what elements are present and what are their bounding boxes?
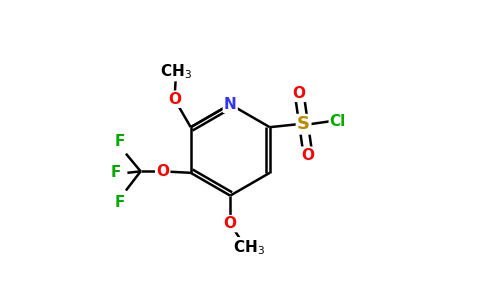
Text: CH$_3$: CH$_3$ <box>160 62 192 81</box>
Text: O: O <box>156 164 169 179</box>
Text: F: F <box>110 165 121 180</box>
Text: O: O <box>293 86 306 101</box>
Text: CH$_3$: CH$_3$ <box>233 238 265 256</box>
Text: F: F <box>115 134 125 149</box>
Text: Cl: Cl <box>329 114 346 129</box>
Text: O: O <box>302 148 315 163</box>
Text: O: O <box>168 92 181 107</box>
Text: F: F <box>115 195 125 210</box>
Text: N: N <box>224 97 237 112</box>
Text: S: S <box>297 115 310 133</box>
Text: O: O <box>224 216 237 231</box>
